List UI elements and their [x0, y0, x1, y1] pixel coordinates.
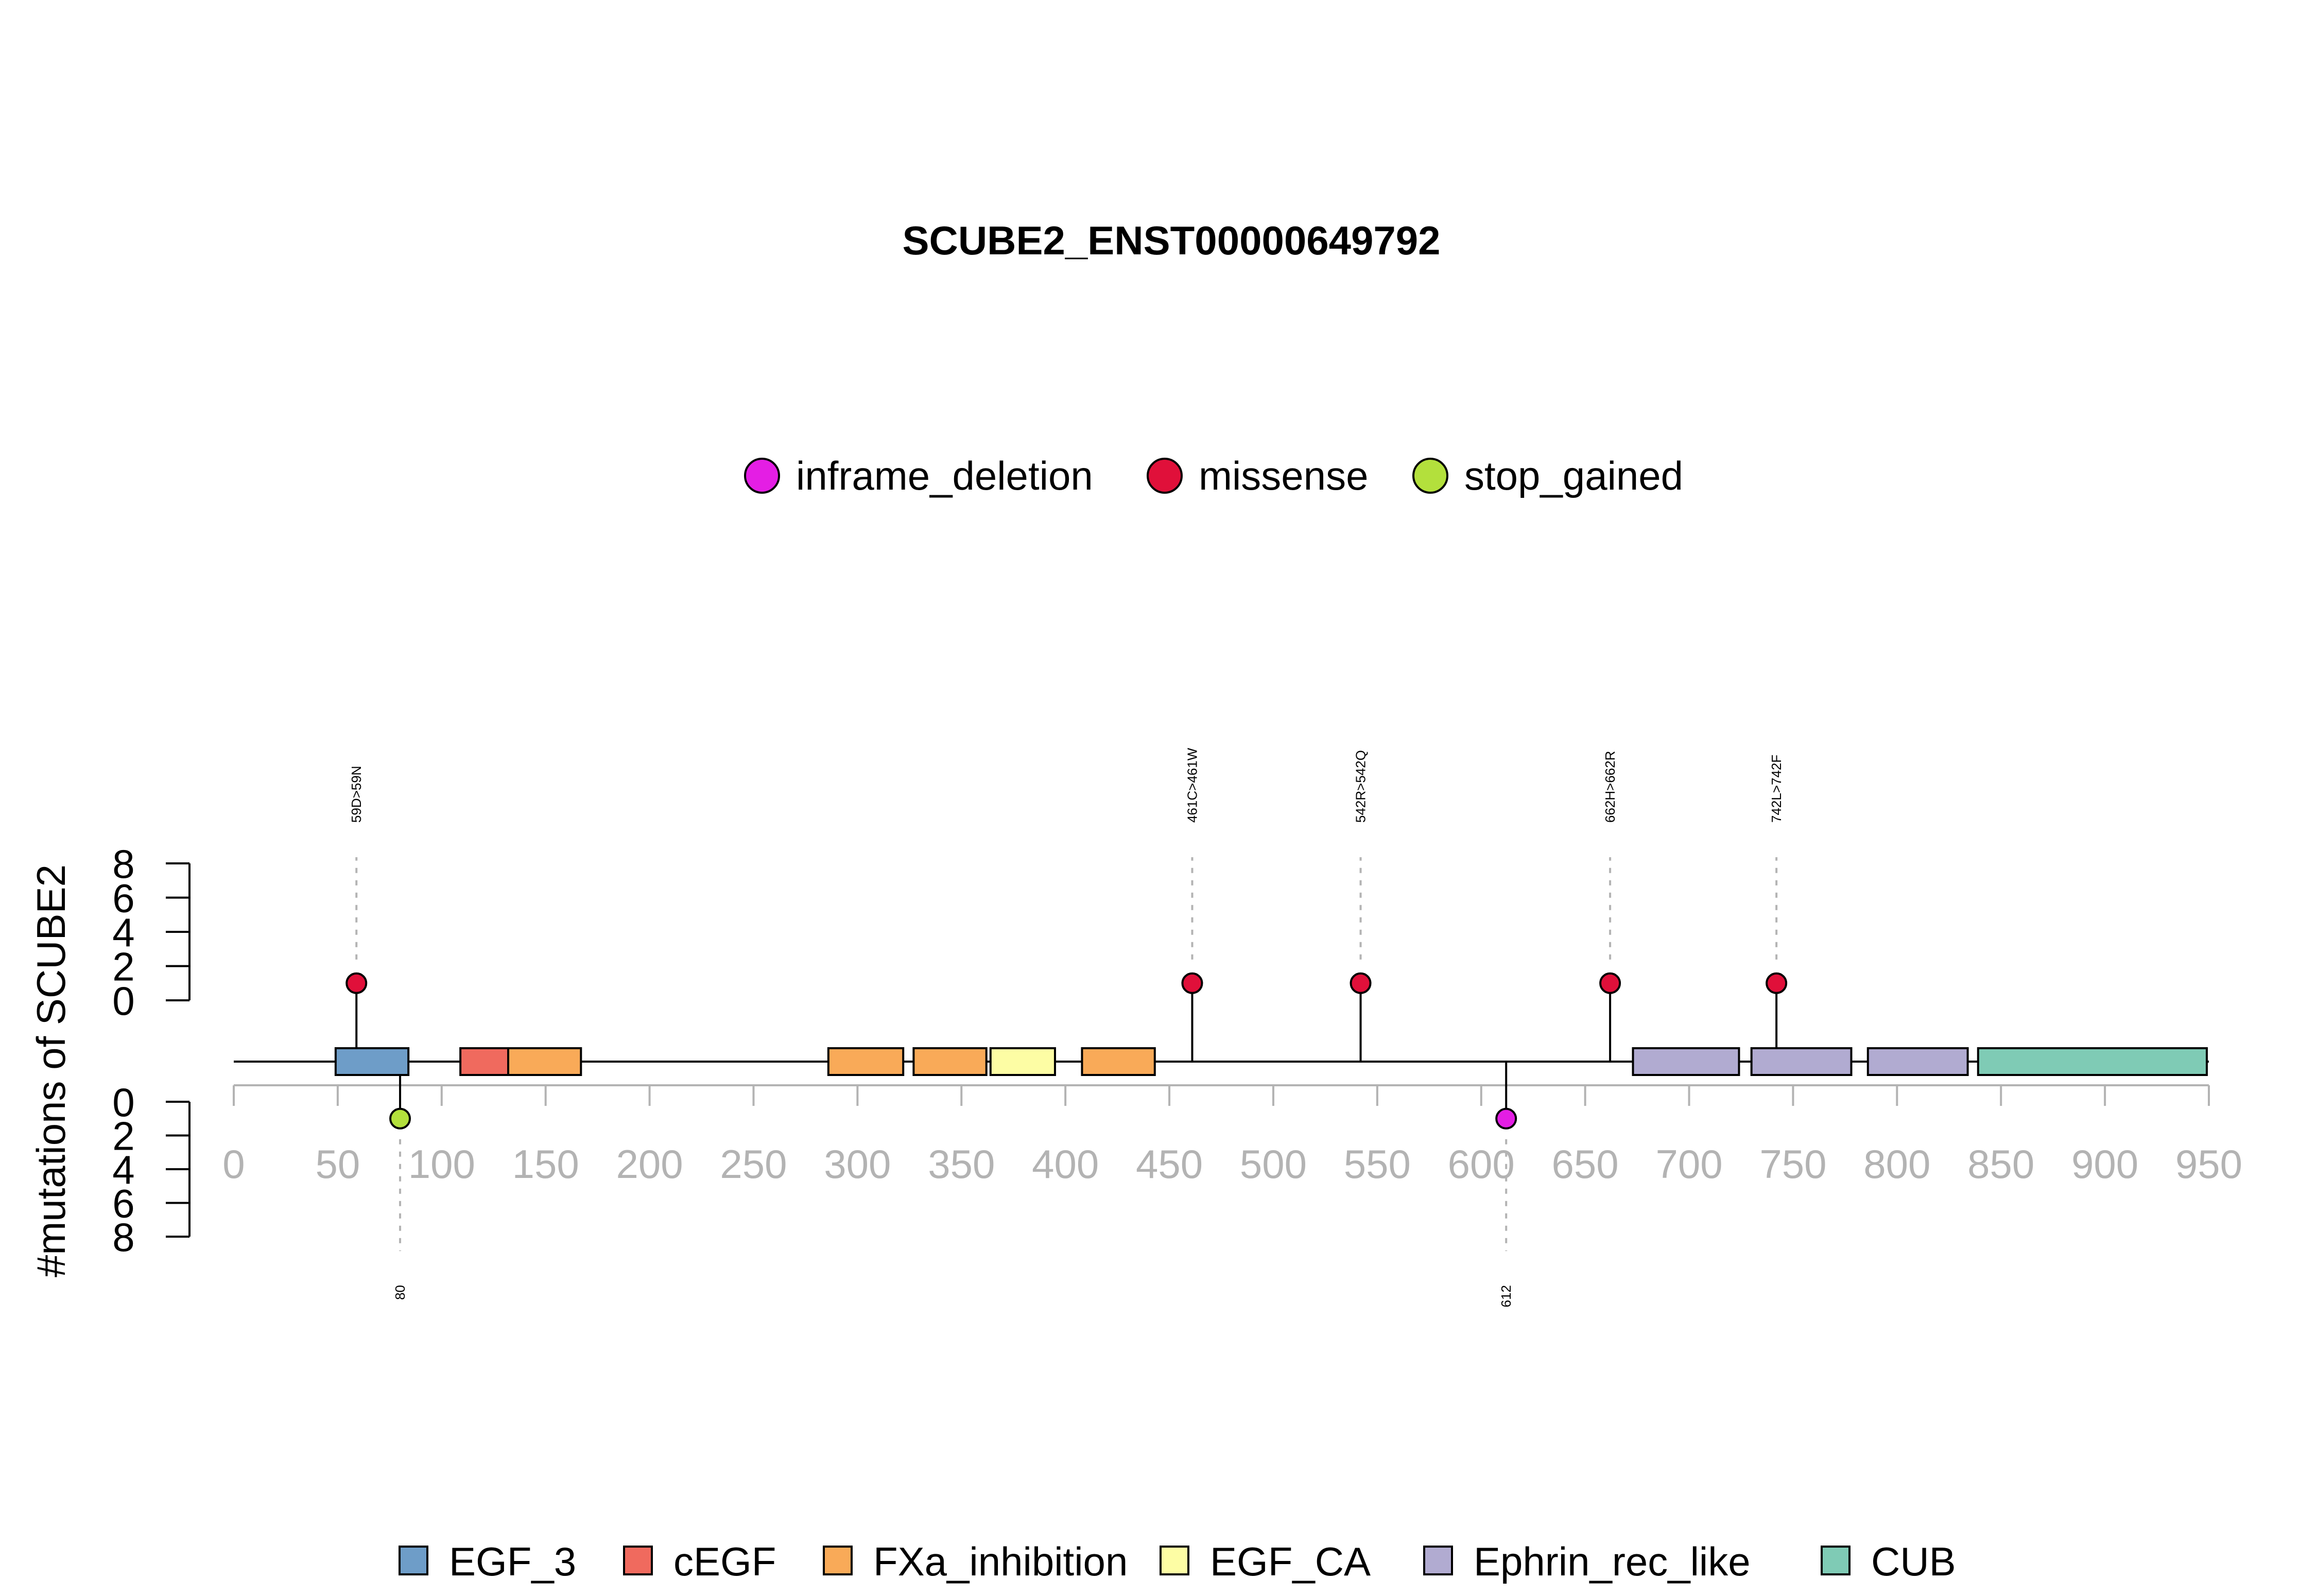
domain-EGF_3	[334, 1047, 410, 1076]
legend-marker-stop_gained	[1412, 458, 1448, 494]
x-tick-label: 550	[1344, 1141, 1411, 1187]
domain-EGF_CA	[989, 1047, 1056, 1076]
protein-domains	[334, 1047, 2208, 1076]
legend-label-missense: missense	[1199, 453, 1368, 498]
y-tick-label-bottom: 8	[112, 1215, 134, 1260]
domain-FXa_inhibition	[1081, 1047, 1156, 1076]
x-tick-label: 200	[616, 1141, 683, 1187]
mutation-label-bottom: 80	[392, 1285, 408, 1300]
legend-marker-inframe_deletion	[744, 458, 780, 494]
x-tick-label: 0	[222, 1141, 245, 1187]
mutation-point-missense	[1766, 972, 1788, 994]
x-tick-label: 800	[1863, 1141, 1930, 1187]
x-axis: 0 50 100 150 200 250 300 350 400 450 500 550 600 650 7…	[222, 1084, 2242, 1187]
x-tick-label: 900	[2071, 1141, 2138, 1187]
y-tick-label-bottom: 6	[112, 1181, 134, 1226]
domain-legend-label-EGF_3: EGF_3	[449, 1539, 576, 1584]
mutation-point-missense	[1181, 972, 1203, 994]
x-tick-label: 600	[1448, 1141, 1515, 1187]
mutation-point-missense	[345, 972, 368, 994]
y-tick-label-bottom: 0	[112, 1080, 134, 1125]
x-tick-label: 950	[2175, 1141, 2242, 1187]
domain-legend-label-Ephrin_rec_like: Ephrin_rec_like	[1474, 1539, 1751, 1584]
domain-Ephrin_rec_like	[1750, 1047, 1853, 1076]
x-tick-label: 650	[1552, 1141, 1619, 1187]
domain-FXa_inhibition	[827, 1047, 905, 1076]
y-tick-label-bottom: 4	[112, 1147, 134, 1192]
domain-CUB	[1977, 1047, 2208, 1076]
mutation-point-missense	[1599, 972, 1621, 994]
domain-FXa_inhibition	[912, 1047, 988, 1076]
domain-legend-swatch-FXa_inhibition	[823, 1546, 853, 1575]
domain-legend-label-EGF_CA: EGF_CA	[1210, 1539, 1371, 1584]
x-tick-label: 400	[1032, 1141, 1099, 1187]
mutation-point-stop_gained	[389, 1107, 411, 1130]
mutation-point-inframe_deletion	[1495, 1107, 1517, 1130]
domain-legend-swatch-CUB	[1821, 1546, 1851, 1575]
domain-legend-label-FXa_inhibition: FXa_inhibition	[873, 1539, 1128, 1584]
x-tick-label: 850	[1967, 1141, 2034, 1187]
domain-legend-swatch-EGF_3	[399, 1546, 428, 1575]
y-tick-label-top: 4	[112, 910, 134, 955]
x-tick-label: 750	[1759, 1141, 1826, 1187]
mutation-label-top: 742L>742F	[1769, 755, 1784, 823]
domain-legend: EGF_3 cEGF FXa_inhibition EGF_CA Ephrin_rec_…	[399, 1539, 1956, 1584]
domain-legend-swatch-EGF_CA	[1160, 1546, 1189, 1575]
domain-FXa_inhibition	[507, 1047, 582, 1076]
mutation-label-top: 542R>542Q	[1353, 750, 1369, 823]
x-tick-label: 150	[512, 1141, 579, 1187]
mutation-label-top: 461C>461W	[1184, 748, 1200, 823]
domain-Ephrin_rec_like	[1632, 1047, 1740, 1076]
mutation-stems: 59D>59N 461C>461W 542R>542Q 662H>662R 742L>7…	[349, 748, 1784, 1307]
chart-title: SCUBE2_ENST00000649792	[902, 218, 1440, 263]
domain-Ephrin_rec_like	[1866, 1047, 1969, 1076]
x-tick-label: 500	[1240, 1141, 1307, 1187]
domain-legend-swatch-Ephrin_rec_like	[1423, 1546, 1453, 1575]
x-tick-label: 100	[408, 1141, 475, 1187]
y-axis-label: #mutations of SCUBE2	[28, 864, 74, 1277]
legend-label-inframe_deletion: inframe_deletion	[796, 453, 1093, 498]
y-tick-label-top: 0	[112, 978, 134, 1023]
mutation-type-legend: inframe_deletion missense stop_gained	[744, 453, 1683, 498]
mutation-points	[345, 972, 1788, 1130]
x-tick-label: 450	[1136, 1141, 1203, 1187]
legend-label-stop_gained: stop_gained	[1464, 453, 1683, 498]
mutation-point-missense	[1350, 972, 1372, 994]
y-tick-label-top: 6	[112, 876, 134, 921]
x-tick-label: 700	[1655, 1141, 1722, 1187]
x-tick-label: 350	[928, 1141, 995, 1187]
y-tick-label-top: 8	[112, 841, 134, 887]
mutation-label-top: 59D>59N	[349, 766, 364, 823]
x-tick-label: 250	[720, 1141, 787, 1187]
mutation-label-bottom: 612	[1498, 1285, 1514, 1307]
domain-legend-label-CUB: CUB	[1871, 1539, 1956, 1584]
domain-legend-swatch-cEGF	[623, 1546, 653, 1575]
x-tick-label: 50	[316, 1141, 360, 1187]
legend-marker-missense	[1147, 458, 1183, 494]
mutation-label-top: 662H>662R	[1602, 751, 1618, 823]
y-tick-label-bottom: 2	[112, 1114, 134, 1159]
domain-cEGF	[459, 1047, 510, 1076]
y-tick-label-top: 2	[112, 944, 134, 990]
x-tick-label: 300	[824, 1141, 891, 1187]
domain-legend-label-cEGF: cEGF	[673, 1539, 776, 1584]
